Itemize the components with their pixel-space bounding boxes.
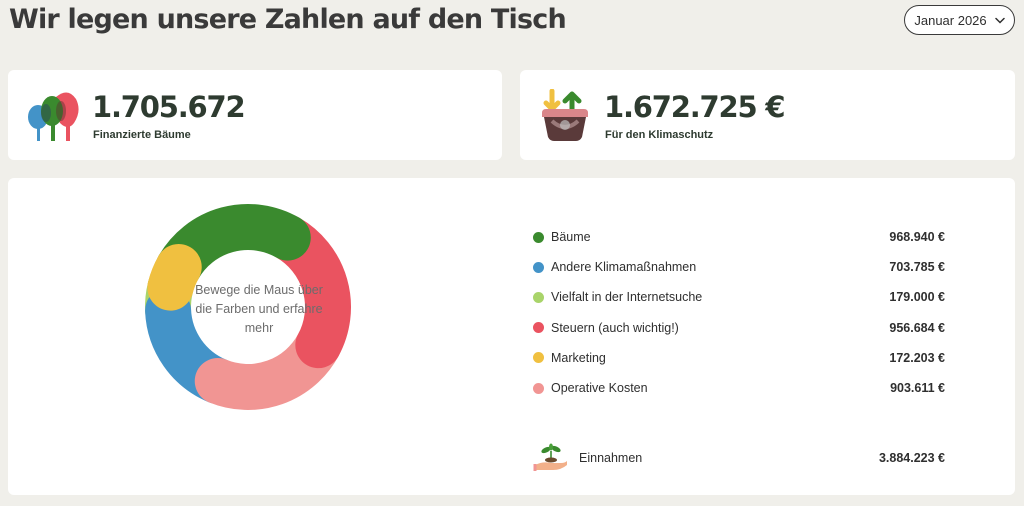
legend-item[interactable]: Steuern (auch wichtig!) 956.684 € xyxy=(533,313,945,343)
legend-item-label: Operative Kosten xyxy=(551,381,648,396)
legend-item[interactable]: Andere Klimamaßnahmen 703.785 € xyxy=(533,252,945,282)
donut-chart[interactable] xyxy=(143,202,353,412)
income-value: 3.884.223 € xyxy=(878,451,945,465)
legend-item-left: Operative Kosten xyxy=(533,381,648,395)
legend-item-label: Marketing xyxy=(551,350,606,365)
donut-center-hint: Bewege die Maus über die Farben und erfa… xyxy=(195,282,323,335)
chevron-down-icon xyxy=(994,17,1005,24)
legend-color-dot xyxy=(533,352,544,364)
legend-item[interactable]: Bäume 968.940 € xyxy=(533,222,945,252)
legend-item-value: 956.684 € xyxy=(889,320,945,335)
legend-item-left: Bäume xyxy=(533,230,591,244)
climate-value: 1.672.725 € xyxy=(604,90,786,124)
month-select-label: Januar 2026 xyxy=(914,12,987,28)
trees-stat-card: 1.705.672 Finanzierte Bäume xyxy=(8,70,502,160)
legend-color-dot xyxy=(533,291,544,303)
legend-color-dot xyxy=(533,322,544,334)
climate-basket-icon xyxy=(542,89,588,141)
climate-label: Für den Klimaschutz xyxy=(605,129,714,141)
legend-item[interactable]: Marketing 172.203 € xyxy=(533,343,945,373)
legend-item-value: 968.940 € xyxy=(889,230,945,245)
legend-item-label: Andere Klimamaßnahmen xyxy=(551,260,697,275)
finance-breakdown-card: Bewege die Maus über die Farben und erfa… xyxy=(8,178,1015,495)
legend-item-value: 903.611 € xyxy=(890,381,945,396)
legend-item-label: Steuern (auch wichtig!) xyxy=(551,320,679,335)
trees-value: 1.705.672 xyxy=(92,90,246,124)
month-select[interactable]: Januar 2026 xyxy=(904,5,1015,35)
legend-item-value: 703.785 € xyxy=(889,260,945,275)
trees-icon xyxy=(28,92,79,141)
legend-color-dot xyxy=(533,231,544,243)
legend-item-left: Marketing xyxy=(533,351,606,365)
trees-label: Finanzierte Bäume xyxy=(93,129,191,141)
legend-item[interactable]: Operative Kosten 903.611 € xyxy=(533,373,945,403)
legend-item-label: Bäume xyxy=(551,230,591,245)
seedling-hand-icon xyxy=(533,443,567,471)
legend-item-left: Vielfalt in der Internetsuche xyxy=(533,290,702,304)
income-row: Einnahmen 3.884.223 € xyxy=(533,440,945,476)
donut-segment[interactable] xyxy=(147,244,202,311)
legend-item[interactable]: Vielfalt in der Internetsuche 179.000 € xyxy=(533,282,945,312)
legend-color-dot xyxy=(533,382,544,394)
income-label: Einnahmen xyxy=(579,451,643,465)
legend-item-label: Vielfalt in der Internetsuche xyxy=(551,290,703,305)
page-title: Wir legen unsere Zahlen auf den Tisch xyxy=(9,4,567,35)
legend-item-value: 179.000 € xyxy=(889,290,945,305)
climate-stat-card: 1.672.725 € Für den Klimaschutz xyxy=(520,70,1015,160)
breakdown-legend: Bäume 968.940 € Andere Klimamaßnahmen 703.7… xyxy=(533,222,945,403)
legend-item-left: Andere Klimamaßnahmen xyxy=(533,260,696,274)
legend-item-value: 172.203 € xyxy=(889,350,945,365)
legend-item-left: Steuern (auch wichtig!) xyxy=(533,321,679,335)
legend-color-dot xyxy=(533,261,544,273)
